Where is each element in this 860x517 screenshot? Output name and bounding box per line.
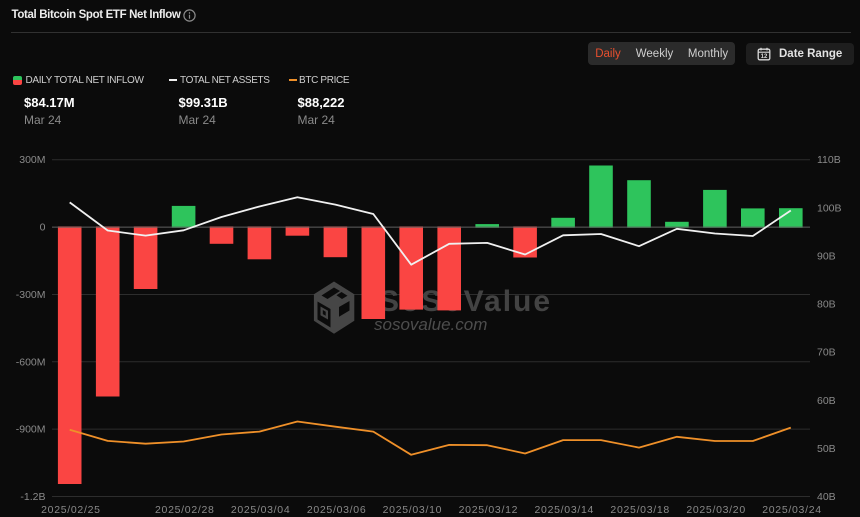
svg-text:90B: 90B [817, 251, 836, 263]
svg-text:300M: 300M [19, 154, 45, 166]
svg-text:2025/03/14: 2025/03/14 [535, 504, 595, 516]
svg-text:2025/02/25: 2025/02/25 [41, 504, 101, 516]
svg-text:40B: 40B [817, 491, 836, 503]
svg-text:70B: 70B [817, 347, 836, 359]
svg-text:60B: 60B [817, 395, 836, 407]
svg-text:80B: 80B [817, 299, 836, 311]
svg-text:-600M: -600M [16, 356, 46, 368]
svg-text:sosovalue.com: sosovalue.com [374, 315, 487, 334]
svg-text:12: 12 [761, 54, 768, 60]
svg-text:0: 0 [40, 222, 46, 234]
svg-text:-900M: -900M [16, 424, 46, 436]
svg-text:100B: 100B [817, 202, 842, 214]
svg-text:50B: 50B [817, 443, 836, 455]
svg-text:2025/03/24: 2025/03/24 [762, 504, 822, 516]
svg-text:2025/03/04: 2025/03/04 [231, 504, 291, 516]
svg-text:2025/03/06: 2025/03/06 [307, 504, 367, 516]
svg-text:2025/03/18: 2025/03/18 [610, 504, 670, 516]
svg-text:2025/03/10: 2025/03/10 [383, 504, 443, 516]
svg-text:2025/03/12: 2025/03/12 [459, 504, 519, 516]
svg-text:-1.2B: -1.2B [20, 491, 45, 503]
svg-text:-300M: -300M [16, 289, 46, 301]
svg-text:2025/03/20: 2025/03/20 [686, 504, 746, 516]
svg-text:2025/02/28: 2025/02/28 [155, 504, 215, 516]
svg-text:110B: 110B [817, 154, 841, 166]
